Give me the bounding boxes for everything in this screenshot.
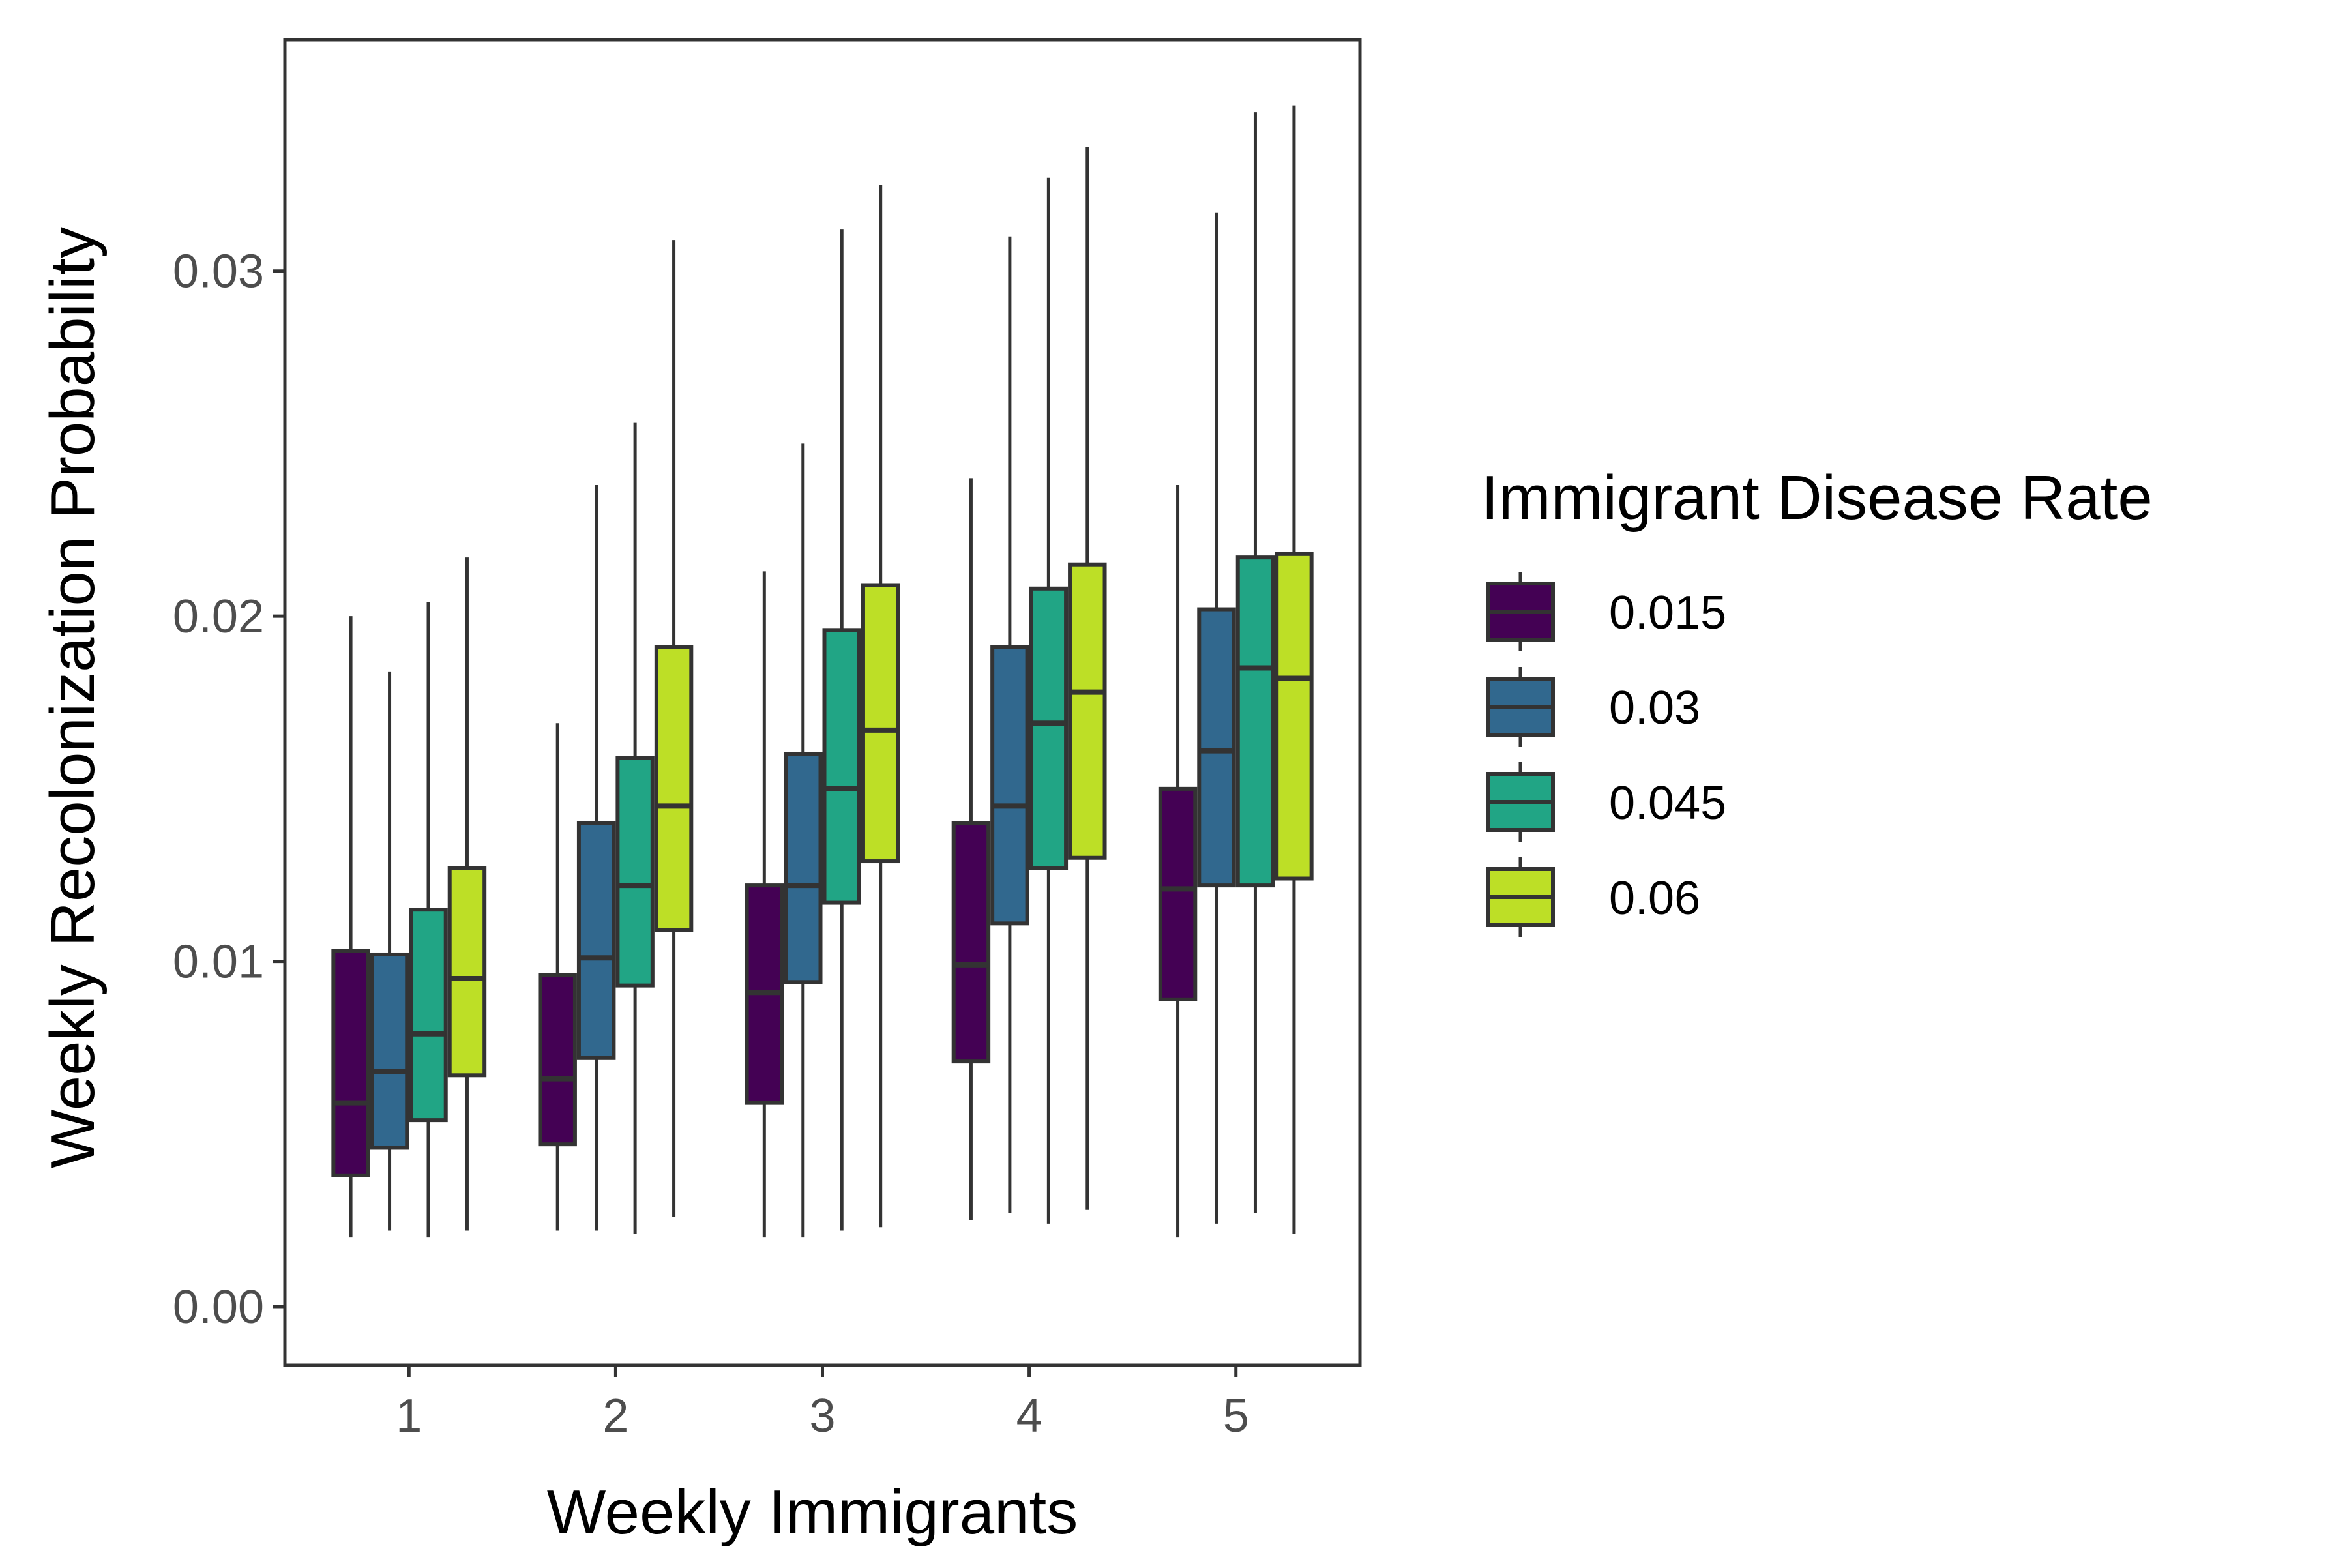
box-group — [370, 671, 409, 1231]
box — [951, 821, 991, 1064]
y-tick-label: 0.00 — [173, 1281, 264, 1333]
plot-panel — [283, 38, 1362, 1367]
y-tick-label: 0.01 — [173, 936, 264, 988]
box-marks — [331, 105, 1314, 1238]
box — [1068, 562, 1107, 860]
box-group — [538, 723, 577, 1231]
axes: 0.00 0.01 0.02 0.03 1 2 3 4 5 — [173, 246, 1249, 1442]
legend-label: 0.03 — [1609, 682, 1700, 734]
legend-title: Immigrant Disease Rate — [1481, 463, 2153, 533]
box-group — [331, 616, 370, 1238]
box-group — [1275, 105, 1314, 1234]
box-group — [990, 236, 1029, 1214]
box-group — [409, 602, 448, 1238]
y-tick-label: 0.03 — [173, 246, 264, 298]
legend-item: 0.06 — [1486, 857, 1700, 937]
box — [538, 973, 577, 1147]
panel-border — [283, 38, 1362, 1367]
x-tick-label: 2 — [602, 1390, 628, 1442]
legend-item: 0.045 — [1486, 762, 1726, 842]
box — [822, 628, 861, 905]
box — [1158, 786, 1198, 1001]
box-group — [654, 240, 694, 1217]
box — [1275, 552, 1314, 881]
box — [1235, 555, 1275, 888]
box-group — [745, 571, 784, 1238]
box — [990, 645, 1029, 926]
box — [784, 752, 823, 984]
box-group — [951, 478, 991, 1220]
box-group — [1235, 112, 1275, 1214]
box — [370, 952, 409, 1150]
box — [654, 645, 694, 932]
box — [447, 866, 487, 1078]
box — [1029, 586, 1069, 870]
x-tick-label: 4 — [1016, 1390, 1042, 1442]
x-tick-label: 1 — [396, 1390, 422, 1442]
box-group — [576, 484, 616, 1231]
box-group — [861, 185, 900, 1228]
legend-label: 0.06 — [1609, 872, 1700, 925]
legend-label: 0.015 — [1609, 587, 1726, 639]
x-axis-title: Weekly Immigrants — [547, 1477, 1078, 1547]
x-tick-label: 5 — [1223, 1390, 1249, 1442]
box — [1197, 607, 1236, 888]
legend: Immigrant Disease Rate 0.015 0.03 0.045 0.0… — [1481, 463, 2153, 937]
box-group — [784, 443, 823, 1238]
legend-item: 0.03 — [1486, 667, 1700, 747]
box — [409, 908, 448, 1123]
box — [861, 583, 900, 864]
legend-item: 0.015 — [1486, 572, 1726, 651]
box-group — [822, 229, 861, 1231]
box — [615, 756, 655, 988]
box-group — [447, 557, 487, 1231]
box-group — [1197, 212, 1236, 1224]
box-group — [1158, 484, 1198, 1238]
box-group — [1068, 147, 1107, 1210]
box-group — [615, 422, 655, 1234]
y-tick-label: 0.02 — [173, 591, 264, 643]
x-tick-label: 3 — [809, 1390, 835, 1442]
legend-label: 0.045 — [1609, 777, 1726, 829]
y-axis-title: Weekly Recolonization Probability — [38, 227, 108, 1168]
box — [331, 949, 370, 1177]
box-group — [1029, 177, 1069, 1224]
box — [576, 821, 616, 1060]
